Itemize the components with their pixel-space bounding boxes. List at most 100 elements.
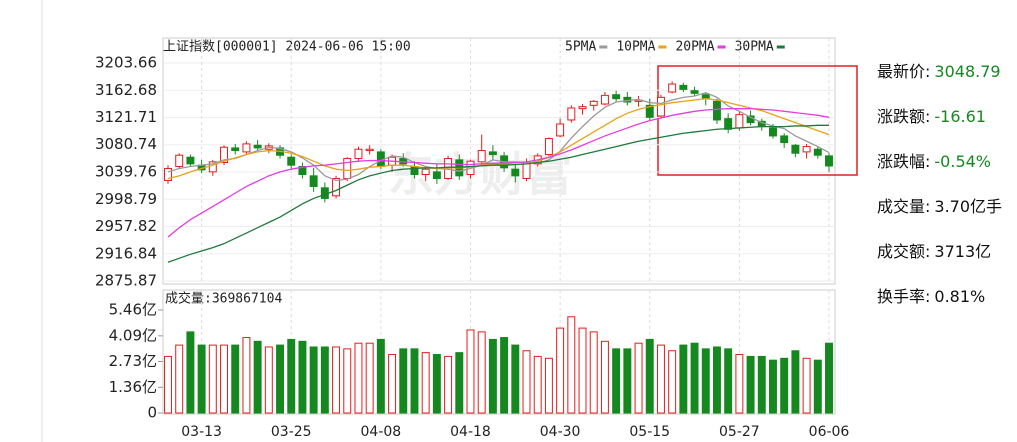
volume-bar bbox=[600, 340, 609, 414]
volume-bar bbox=[332, 346, 341, 414]
y-tick-label: 2957.82 bbox=[95, 217, 157, 235]
volume-bar bbox=[813, 359, 822, 414]
candle-body bbox=[343, 158, 352, 179]
candle-body bbox=[791, 144, 800, 154]
x-tick-label: 04-08 bbox=[361, 424, 402, 440]
volume-bar bbox=[455, 352, 464, 414]
candle-body bbox=[186, 156, 195, 165]
volume-bar bbox=[354, 342, 363, 414]
volume-bar bbox=[825, 342, 833, 414]
candle-body bbox=[690, 90, 699, 94]
quote-label: 涨跌幅: bbox=[877, 152, 931, 171]
volume-bar bbox=[466, 329, 475, 414]
volume-bar bbox=[735, 354, 744, 414]
candle-body bbox=[287, 156, 296, 166]
volume-bar bbox=[309, 346, 318, 414]
y-tick-label: 0 bbox=[147, 404, 157, 422]
candle-body bbox=[365, 148, 374, 152]
candle-body bbox=[298, 166, 307, 176]
candle-body bbox=[332, 177, 341, 197]
candle-body bbox=[220, 146, 228, 164]
volume-bar bbox=[410, 348, 419, 414]
volume-bar bbox=[500, 337, 509, 414]
candle-body bbox=[253, 144, 262, 149]
volume-bar bbox=[712, 346, 721, 414]
volume-bar bbox=[220, 344, 228, 414]
candle-body bbox=[354, 148, 363, 160]
candle-body bbox=[488, 151, 497, 156]
volume-bar bbox=[164, 355, 172, 414]
x-tick-label: 03-25 bbox=[271, 424, 312, 440]
volume-bar bbox=[645, 338, 654, 414]
volume-bar bbox=[287, 338, 296, 414]
quote-value: 3713亿 bbox=[934, 242, 992, 261]
candle-body bbox=[612, 94, 621, 100]
volume-bar bbox=[298, 340, 307, 414]
candle-body bbox=[712, 100, 721, 121]
volume-bar bbox=[623, 348, 632, 414]
volume-bar bbox=[444, 355, 453, 414]
ma-line bbox=[167, 98, 830, 180]
volume-bar bbox=[556, 327, 565, 414]
quote-panel: 最新价: 3048.79 涨跌额: -16.61 涨跌幅: -0.54% 成交量: 3.70亿… bbox=[877, 58, 1002, 328]
quote-row: 最新价: 3048.79 bbox=[877, 58, 1002, 103]
quote-value: 0.81% bbox=[934, 287, 986, 306]
volume-bar bbox=[511, 344, 520, 414]
volume-bar bbox=[802, 357, 811, 414]
candle-body bbox=[511, 168, 520, 177]
candle-body bbox=[309, 175, 318, 187]
candle-body bbox=[589, 100, 598, 106]
quote-row: 换手率: 0.81% bbox=[877, 283, 1002, 328]
volume-bar bbox=[488, 338, 497, 414]
volume-bar bbox=[690, 342, 699, 414]
candle-body bbox=[164, 168, 172, 181]
candle-body bbox=[231, 147, 240, 152]
legend-label: 30PMA bbox=[735, 40, 774, 55]
y-tick-label: 5.46亿 bbox=[109, 301, 157, 319]
y-tick-label: 3080.74 bbox=[95, 135, 157, 153]
volume-bar bbox=[578, 327, 587, 414]
y-tick-label: 4.09亿 bbox=[109, 326, 157, 344]
quote-value: 3.70亿手 bbox=[934, 197, 1003, 216]
x-tick-label: 06-06 bbox=[809, 424, 850, 440]
chart-title: 上证指数[000001] 2024-06-06 15:00 bbox=[163, 40, 411, 55]
volume-bar bbox=[399, 348, 408, 414]
volume-bar bbox=[589, 331, 598, 414]
volume-bar bbox=[320, 346, 329, 414]
volume-bar bbox=[175, 344, 184, 414]
x-tick-label: 05-27 bbox=[719, 424, 760, 440]
y-tick-label: 2.73亿 bbox=[109, 352, 157, 370]
volume-bar bbox=[701, 348, 710, 414]
volume-bar bbox=[376, 338, 385, 414]
volume-bar bbox=[253, 340, 262, 414]
volume-bar bbox=[746, 355, 755, 414]
volume-bar bbox=[208, 344, 217, 414]
quote-label: 成交额: bbox=[877, 242, 931, 261]
volume-bar bbox=[612, 348, 621, 414]
volume-bar bbox=[791, 350, 800, 414]
volume-bar bbox=[421, 352, 430, 414]
legend: 5PMA 10PMA 20PMA 30PMA bbox=[565, 40, 785, 55]
candle-body bbox=[477, 150, 486, 163]
volume-bar bbox=[242, 337, 251, 414]
x-tick-label: 05-15 bbox=[629, 424, 670, 440]
volume-bar bbox=[264, 346, 273, 414]
y-tick-label: 1.36亿 bbox=[109, 378, 157, 396]
quote-label: 涨跌额: bbox=[877, 107, 931, 126]
y-tick-label: 2875.87 bbox=[95, 272, 157, 290]
x-tick-label: 04-18 bbox=[450, 424, 491, 440]
legend-label: 10PMA bbox=[616, 40, 655, 55]
volume-bar bbox=[724, 348, 733, 414]
y-tick-label: 2998.79 bbox=[95, 190, 157, 208]
volume-bar bbox=[522, 350, 531, 414]
volume-frame bbox=[162, 289, 836, 415]
quote-row: 成交量: 3.70亿手 bbox=[877, 193, 1002, 238]
volume-title: 成交量:369867104 bbox=[165, 291, 282, 307]
volume-bar bbox=[343, 348, 352, 414]
candle-body bbox=[813, 148, 822, 156]
volume-bar bbox=[477, 331, 486, 414]
volume-bar bbox=[197, 344, 206, 414]
candle-body bbox=[668, 83, 677, 93]
